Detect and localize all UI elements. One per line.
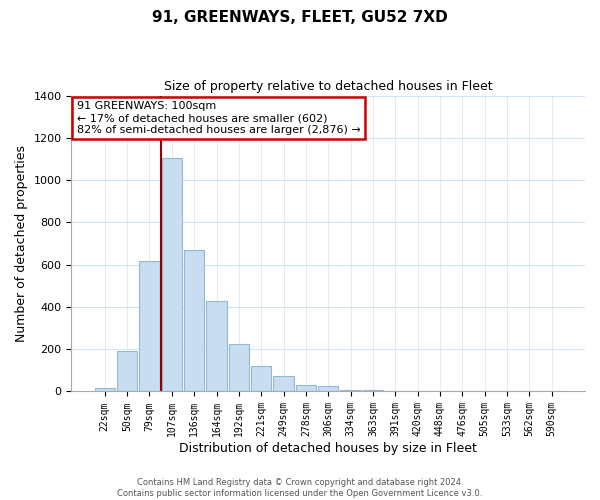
Bar: [139, 262, 160, 392]
Bar: [340, 390, 361, 392]
Bar: [318, 386, 338, 392]
Bar: [274, 376, 293, 392]
Bar: [229, 344, 249, 392]
Text: Contains HM Land Registry data © Crown copyright and database right 2024.
Contai: Contains HM Land Registry data © Crown c…: [118, 478, 482, 498]
Bar: [296, 385, 316, 392]
Bar: [184, 250, 204, 392]
Bar: [251, 366, 271, 392]
Bar: [206, 300, 227, 392]
Text: 91, GREENWAYS, FLEET, GU52 7XD: 91, GREENWAYS, FLEET, GU52 7XD: [152, 10, 448, 25]
Y-axis label: Number of detached properties: Number of detached properties: [15, 145, 28, 342]
X-axis label: Distribution of detached houses by size in Fleet: Distribution of detached houses by size …: [179, 442, 477, 455]
Bar: [95, 388, 115, 392]
Text: 91 GREENWAYS: 100sqm
← 17% of detached houses are smaller (602)
82% of semi-deta: 91 GREENWAYS: 100sqm ← 17% of detached h…: [77, 102, 360, 134]
Title: Size of property relative to detached houses in Fleet: Size of property relative to detached ho…: [164, 80, 493, 93]
Bar: [162, 158, 182, 392]
Bar: [363, 390, 383, 392]
Bar: [117, 352, 137, 392]
